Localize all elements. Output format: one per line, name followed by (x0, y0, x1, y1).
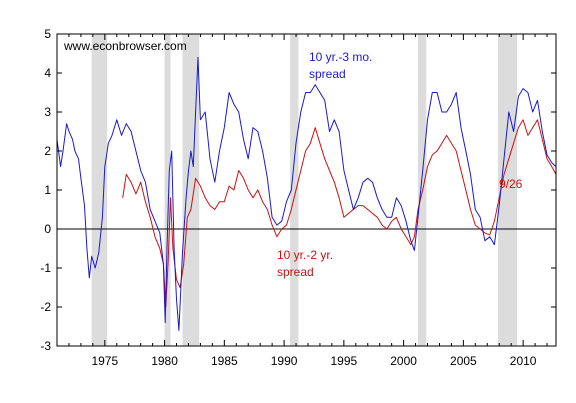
y-tick-label: 3 (44, 105, 51, 119)
annotation-last-date: 9/26 (499, 177, 523, 191)
x-tick-label: 2000 (390, 354, 417, 368)
recession-band-3 (182, 34, 200, 346)
y-tick-label: -1 (40, 261, 51, 275)
x-tick-label: 2005 (450, 354, 477, 368)
x-tick-label: 2010 (510, 354, 537, 368)
recession-bands (91, 34, 518, 346)
watermark-label: www.econbrowser.com (63, 39, 187, 53)
x-tick-label: 1995 (330, 354, 357, 368)
x-tick-label: 1975 (91, 354, 118, 368)
y-tick-label: -2 (40, 300, 51, 314)
y-tick-label: 5 (44, 27, 51, 41)
series-layer (56, 56, 557, 331)
recession-band-6 (498, 34, 518, 346)
plot-frame (56, 33, 557, 347)
axes: -3 -2 -1 0 1 2 3 4 5 1975 1980 1985 1990 1995 2000 2005… (40, 27, 556, 368)
y-tick-label: 2 (44, 144, 51, 158)
y-tick-label: 1 (44, 183, 51, 197)
series-line-ten-three-month (56, 56, 557, 331)
x-tick-label: 1990 (271, 354, 298, 368)
y-tick-label: 0 (44, 222, 51, 236)
recession-band-4 (290, 34, 299, 346)
y-tick-label: -3 (40, 339, 51, 353)
annotation-ten-two-year-line2: spread (277, 265, 314, 279)
recession-band-1 (91, 34, 108, 346)
annotation-ten-three-month-line1: 10 yr.-3 mo. (309, 50, 372, 64)
series-line-ten-two-year (122, 119, 557, 308)
annotation-ten-three-month: 10 yr.-3 mo. spread (309, 50, 376, 81)
x-tick-label: 1980 (151, 354, 178, 368)
annotation-ten-three-month-line2: spread (309, 67, 346, 81)
annotation-ten-two-year: 10 yr.-2 yr. spread (277, 248, 336, 279)
recession-band-2 (164, 34, 171, 346)
annotation-ten-two-year-line1: 10 yr.-2 yr. (277, 248, 333, 262)
y-tick-label: 4 (44, 66, 51, 80)
recession-band-5 (417, 34, 427, 346)
x-tick-label: 1985 (211, 354, 238, 368)
